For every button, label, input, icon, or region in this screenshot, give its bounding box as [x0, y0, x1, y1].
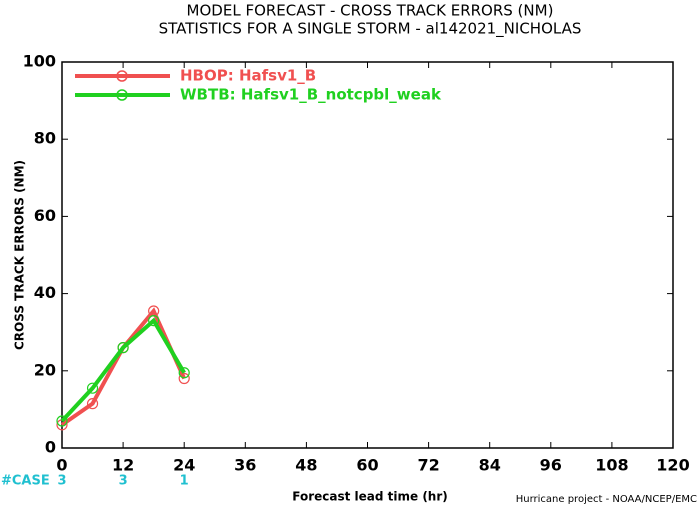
x-tick-label: 72	[417, 456, 439, 475]
x-tick-label: 36	[234, 456, 256, 475]
series-line	[60, 307, 187, 427]
legend-marker	[116, 70, 128, 82]
footer: Hurricane project - NOAA/NCEP/EMC	[516, 494, 697, 505]
y-axis-label: CROSS TRACK ERRORS (NM)	[13, 160, 27, 350]
point-marker	[178, 372, 190, 385]
point-marker	[56, 415, 68, 427]
chart-title: MODEL FORECAST - CROSS TRACK ERRORS (NM)	[187, 2, 554, 20]
x-tick-label: 60	[356, 456, 378, 475]
x-tick-label: 12	[112, 456, 134, 475]
x-tick-label: 24	[173, 456, 195, 475]
y-tick-label: 100	[23, 52, 56, 71]
chart-subtitle: STATISTICS FOR A SINGLE STORM - al142021…	[159, 20, 582, 39]
case-count: 1	[180, 474, 189, 489]
case-count: 3	[119, 474, 128, 489]
point-marker	[117, 342, 129, 354]
x-tick-label: 0	[56, 456, 67, 475]
x-tick-label: 48	[295, 456, 317, 475]
legend-label: HBOP: Hafsv1_B	[180, 67, 316, 85]
case-count: 3	[57, 474, 66, 489]
legend-marker	[116, 89, 128, 101]
point-marker	[148, 315, 160, 327]
y-tick-label: 20	[34, 360, 56, 379]
x-tick-label: 96	[540, 456, 562, 475]
y-tick-label: 80	[34, 129, 56, 148]
x-axis-label: Forecast lead time (hr)	[292, 490, 448, 504]
y-tick-label: 40	[34, 283, 56, 302]
x-tick-label: 84	[479, 456, 501, 475]
y-tick-label: 60	[34, 206, 56, 225]
point-marker	[86, 398, 99, 410]
case-label: #CASE	[1, 474, 50, 489]
x-tick-label: 108	[595, 456, 628, 475]
y-tick-label: 0	[45, 438, 56, 457]
x-tick-label: 120	[656, 456, 689, 475]
legend-label: WBTB: Hafsv1_B_notcpbl_weak	[180, 86, 442, 104]
point-marker	[178, 367, 190, 379]
point-marker	[86, 382, 99, 394]
series-line	[60, 317, 186, 423]
plot-frame	[61, 61, 674, 449]
